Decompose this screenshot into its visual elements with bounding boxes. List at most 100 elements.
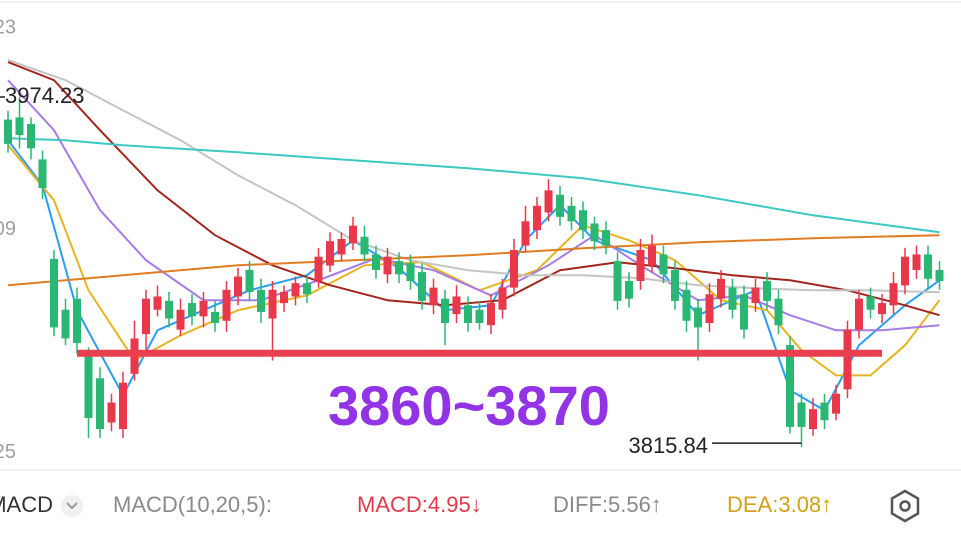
candle-body (613, 261, 622, 301)
candle-body (15, 117, 24, 136)
candle-body (234, 276, 242, 297)
candle-body (912, 254, 921, 270)
candle-body (429, 287, 438, 306)
diff-value: DIFF:5.56↑ (553, 492, 662, 517)
ma-line (7, 61, 940, 317)
candle-body (107, 402, 116, 423)
candle-body (843, 329, 852, 390)
candle-body (337, 238, 346, 255)
annotation: 3860~3870 (328, 374, 610, 437)
candle-body (464, 305, 472, 323)
candle-body (211, 311, 219, 323)
candle-body (510, 250, 518, 288)
macd-value: MACD:4.95↓ (357, 492, 482, 517)
candle-body (84, 353, 93, 419)
candle-body (567, 205, 576, 222)
dea-value: DEA:3.08↑ (727, 492, 832, 517)
candle-body (751, 287, 760, 304)
settings-icon[interactable] (890, 489, 920, 523)
candle-body (878, 303, 886, 315)
candle-body (142, 298, 150, 335)
candle-body (809, 409, 817, 430)
candle-body (383, 256, 392, 275)
candle-body (763, 280, 771, 301)
candle-body (659, 254, 668, 275)
high-label: 3974.23 (5, 83, 85, 108)
candle-body (314, 256, 323, 281)
candle-body (625, 280, 633, 299)
indicator-selector[interactable]: MACD (0, 492, 53, 517)
candle-body (349, 225, 357, 244)
candle-body (855, 298, 863, 330)
candle-body (682, 289, 691, 321)
candle-body (866, 296, 875, 310)
candle-body (636, 250, 645, 281)
candle-body (165, 300, 173, 319)
candle-body (188, 303, 196, 317)
candle-body (786, 345, 794, 427)
candle-body (268, 289, 277, 319)
low-label: 3815.84 (628, 433, 708, 458)
candle-body (73, 298, 81, 343)
ma-line (7, 137, 940, 234)
candle-body (728, 287, 737, 310)
candle-body (372, 254, 380, 270)
candle-body (832, 393, 840, 414)
candle-body (590, 223, 599, 242)
ma-line (7, 59, 940, 294)
candle-body (533, 205, 541, 231)
candle-body (395, 261, 403, 275)
candle-body (96, 378, 104, 430)
candle-body (452, 296, 461, 315)
candle-body (579, 210, 587, 231)
macd-params: MACD(10,20,5): (113, 492, 272, 517)
dropdown-button[interactable] (61, 495, 83, 517)
candle-body (924, 254, 932, 279)
candle-body (671, 269, 679, 301)
candle-body (291, 283, 300, 297)
candle-body (38, 159, 47, 189)
candle-body (740, 294, 748, 330)
candle-body (303, 283, 311, 295)
candle-body (820, 402, 829, 421)
candle-body (774, 298, 783, 326)
candle-body (889, 283, 898, 306)
candle-body (717, 278, 725, 299)
ma-line (7, 234, 940, 287)
candle-body (27, 124, 35, 149)
y-tick-label: 3914.09 (0, 218, 16, 240)
y-tick-label: 4005.23 (0, 17, 16, 39)
candle-body (326, 241, 334, 266)
candle-body (153, 296, 162, 310)
candle-body (257, 289, 265, 312)
ma-line (7, 79, 940, 332)
candle-body (119, 382, 127, 430)
candle-body (602, 230, 610, 246)
candle-body (901, 256, 909, 286)
candle-body (222, 289, 231, 321)
candle-body (487, 303, 495, 326)
candle-body (797, 402, 806, 427)
candle-body (694, 307, 702, 328)
candle-body (176, 309, 185, 330)
candle-body (418, 272, 426, 301)
candle-body (705, 294, 714, 323)
indicator-bar: MACD MACD(10,20,5): MACD:4.95↓ DIFF:5.56… (0, 489, 920, 523)
y-tick-label: 3813.25 (0, 441, 16, 463)
candle-body (360, 236, 369, 255)
candle-body (544, 190, 553, 213)
candle-body (475, 309, 484, 323)
chevron-icon (66, 502, 78, 510)
candle-body (406, 263, 415, 281)
candle-body (648, 245, 656, 266)
candle-body (280, 292, 288, 304)
candle-body (521, 221, 530, 246)
candle-body (935, 269, 944, 281)
candle-body (245, 269, 254, 293)
candle-body (199, 300, 208, 317)
candle-body (556, 194, 564, 217)
candle-body (441, 298, 449, 323)
candle-body (498, 287, 507, 310)
candle-body (4, 119, 12, 144)
